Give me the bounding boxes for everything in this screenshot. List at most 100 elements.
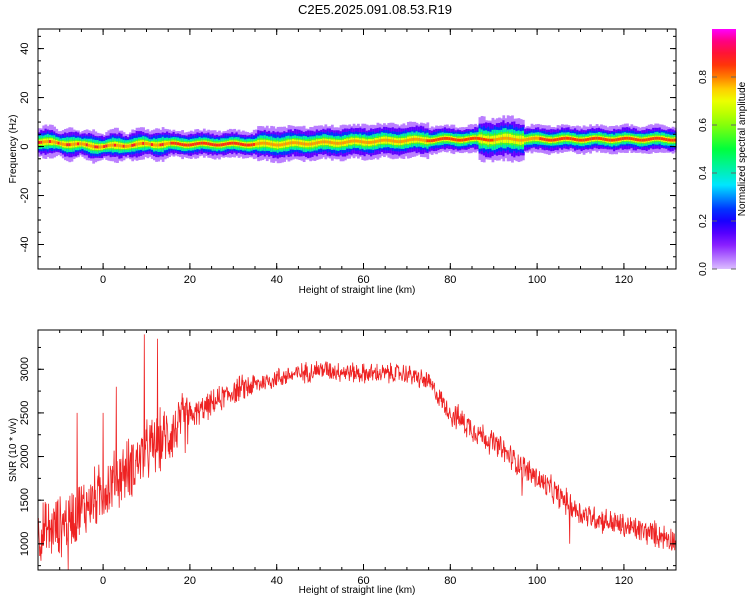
snr-y-tick-label: 2500	[19, 401, 31, 425]
heatmap-cell	[443, 136, 447, 140]
heatmap-cell	[157, 143, 161, 147]
heatmap-cell	[224, 142, 228, 146]
heatmap-cell	[183, 143, 187, 147]
heatmap-cell	[185, 143, 189, 147]
heatmap-cell	[235, 141, 239, 145]
heatmap-cell	[430, 139, 434, 143]
heatmap-cell	[87, 143, 91, 147]
heatmap-cell	[218, 143, 221, 147]
snr-y-tick-label: 3000	[19, 357, 31, 381]
heatmap-cell	[51, 140, 54, 144]
heatmap-cell	[103, 145, 106, 149]
heatmap-cell	[357, 139, 360, 143]
heatmap-cell	[385, 138, 388, 142]
heatmap-cell	[222, 142, 226, 146]
heatmap-cell	[402, 139, 406, 143]
heatmap-cell	[439, 137, 443, 141]
heatmap-cell	[519, 138, 523, 142]
heatmap-cell	[398, 140, 402, 144]
heatmap-cell	[294, 141, 297, 145]
heatmap-cell	[133, 143, 137, 147]
heatmap-cell	[270, 142, 273, 146]
heatmap-cell	[482, 137, 486, 141]
heatmap-cell	[517, 138, 521, 142]
heatmap-cell	[211, 143, 215, 147]
snr-x-tick-label: 20	[184, 575, 196, 587]
heatmap-cell	[513, 137, 517, 141]
heatmap-cell	[255, 142, 258, 146]
heatmap-cell	[396, 140, 399, 144]
heatmap-cell	[231, 141, 234, 145]
heatmap-cell	[137, 142, 141, 146]
heatmap-cell	[626, 136, 629, 140]
heatmap-cell	[354, 139, 358, 143]
heatmap-cell	[534, 136, 538, 140]
heatmap-cell	[146, 142, 150, 146]
heatmap-cell	[200, 141, 204, 145]
snr-x-tick-label: 80	[444, 575, 456, 587]
heatmap-cell	[337, 141, 341, 145]
heatmap-cell	[352, 139, 356, 143]
heatmap-cell	[341, 141, 345, 145]
heatmap-cell	[339, 141, 343, 145]
heatmap-cell	[437, 137, 441, 141]
heatmap-cell	[285, 142, 289, 146]
heatmap-cell	[378, 139, 382, 143]
heatmap-cell	[96, 145, 100, 149]
heatmap-cell	[367, 141, 371, 144]
heatmap-cell	[667, 138, 671, 142]
heatmap-x-tick-label: 20	[184, 274, 196, 286]
heatmap-cell	[435, 138, 438, 142]
heatmap-cell	[148, 142, 152, 146]
heatmap-cell	[257, 142, 260, 146]
heatmap-cell	[610, 138, 614, 142]
heatmap-cell	[669, 138, 673, 142]
heatmap-y-tick-label: -40	[19, 237, 31, 253]
heatmap-cell	[291, 141, 295, 145]
heatmap-cell	[304, 142, 308, 146]
heatmap-cell	[44, 140, 48, 144]
heatmap-cell	[550, 138, 553, 142]
heatmap-cell	[602, 137, 605, 141]
heatmap-cell	[491, 138, 495, 142]
heatmap-cell	[656, 136, 660, 140]
heatmap-cell	[198, 141, 202, 145]
heatmap-cell	[155, 143, 158, 147]
heatmap-cell	[545, 138, 549, 142]
heatmap-cell	[589, 137, 592, 141]
heatmap-cell	[118, 144, 122, 148]
heatmap-cell	[370, 140, 373, 144]
heatmap-cell	[547, 138, 551, 142]
heatmap-cell	[248, 143, 252, 147]
heatmap-cell	[617, 137, 621, 141]
heatmap-cell	[615, 138, 619, 142]
heatmap-cell	[220, 143, 224, 147]
colorbar-tick-label: 0.2	[698, 214, 709, 228]
heatmap-cell	[207, 142, 211, 146]
snr-x-axis-label: Height of straight line (km)	[299, 585, 416, 596]
heatmap-cell	[445, 136, 449, 140]
heatmap-cell	[463, 138, 467, 142]
heatmap-cell	[660, 137, 664, 141]
heatmap-cell	[174, 141, 178, 145]
heatmap-cell	[567, 136, 571, 140]
heatmap-cell	[209, 142, 213, 146]
heatmap-cell	[265, 141, 269, 145]
heatmap-cell	[621, 137, 625, 141]
heatmap-cell	[576, 138, 579, 142]
heatmap-cell	[526, 137, 530, 141]
heatmap-cell	[250, 143, 254, 147]
heatmap-cell	[326, 140, 330, 144]
heatmap-cell	[85, 143, 89, 147]
heatmap-y-tick-label: -20	[19, 188, 31, 204]
heatmap-cell	[454, 138, 458, 142]
heatmap-cell	[320, 140, 323, 144]
heatmap-cell	[330, 141, 334, 145]
heatmap-cell	[261, 141, 265, 145]
heatmap-cell	[393, 139, 397, 143]
heatmap-cell	[259, 141, 263, 145]
heatmap-cell	[348, 140, 352, 144]
heatmap-y-tick-label: 40	[19, 42, 31, 54]
heatmap-cell	[309, 142, 313, 146]
